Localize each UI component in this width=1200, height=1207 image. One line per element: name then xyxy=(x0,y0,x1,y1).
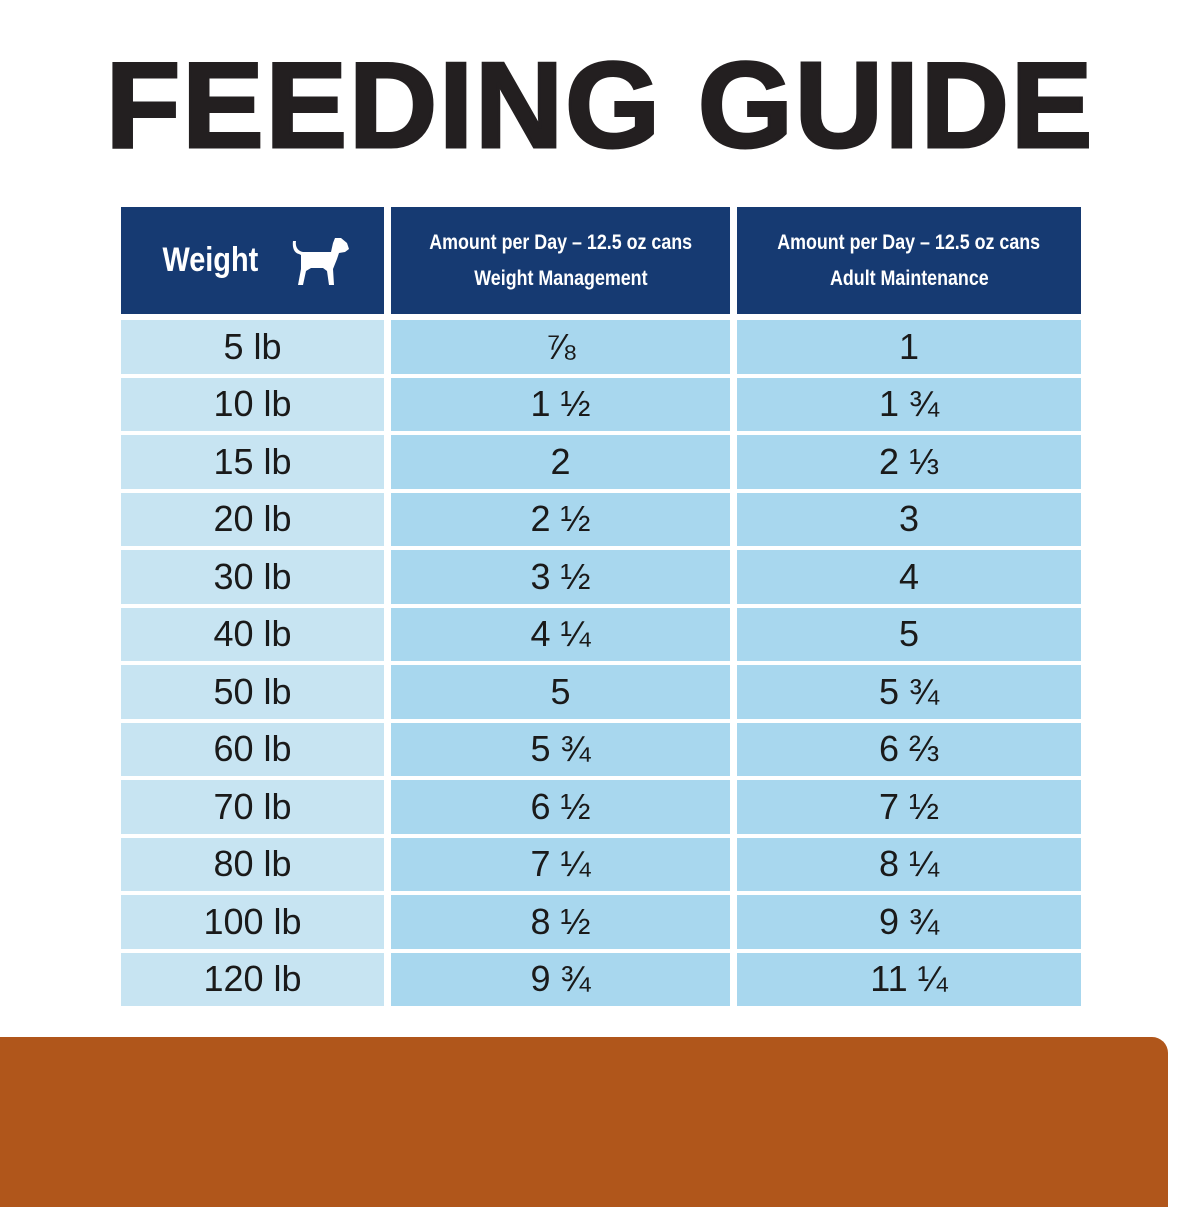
feeding-table: Weight Amount per Day – 12.5 oz cans Wei… xyxy=(121,207,1081,1010)
header-weight-management: Amount per Day – 12.5 oz cans Weight Man… xyxy=(391,207,730,314)
weight-management-cell: 6 ½ xyxy=(391,780,730,834)
weight-management-cell: 5 xyxy=(391,665,730,719)
adult-maintenance-cell: 8 ¼ xyxy=(737,837,1081,891)
weight-cell: 40 lb xyxy=(121,607,384,661)
weight-cell: 80 lb xyxy=(121,837,384,891)
weight-cell: 10 lb xyxy=(121,377,384,431)
adult-maintenance-cell: 1 xyxy=(737,320,1081,374)
weight-cell: 30 lb xyxy=(121,550,384,604)
table-row: 50 lb 5 5 ¾ xyxy=(121,665,1081,719)
dog-icon xyxy=(292,237,349,285)
weight-management-cell: 2 ½ xyxy=(391,492,730,546)
weight-management-cell: 7 ¼ xyxy=(391,837,730,891)
header-col3-line2: Adult Maintenance xyxy=(829,266,989,290)
weight-cell: 70 lb xyxy=(121,780,384,834)
table-header: Weight Amount per Day – 12.5 oz cans Wei… xyxy=(121,207,1081,314)
adult-maintenance-cell: 6 ⅔ xyxy=(737,722,1081,776)
table-row: 15 lb 2 2 ⅓ xyxy=(121,435,1081,489)
weight-management-cell: 8 ½ xyxy=(391,895,730,949)
header-col2-line2: Weight Management xyxy=(473,266,648,290)
weight-management-cell: 2 xyxy=(391,435,730,489)
table-row: 120 lb 9 ¾ 11 ¼ xyxy=(121,952,1081,1006)
adult-maintenance-cell: 7 ½ xyxy=(737,780,1081,834)
weight-cell: 60 lb xyxy=(121,722,384,776)
weight-cell: 100 lb xyxy=(121,895,384,949)
weight-cell: 15 lb xyxy=(121,435,384,489)
page-title: FEEDING GUIDE xyxy=(104,37,1095,173)
adult-maintenance-cell: 5 ¾ xyxy=(737,665,1081,719)
adult-maintenance-cell: 5 xyxy=(737,607,1081,661)
header-adult-maintenance: Amount per Day – 12.5 oz cans Adult Main… xyxy=(737,207,1081,314)
table-row: 5 lb ⅞ 1 xyxy=(121,320,1081,374)
adult-maintenance-cell: 1 ¾ xyxy=(737,377,1081,431)
weight-cell: 50 lb xyxy=(121,665,384,719)
weight-management-cell: 1 ½ xyxy=(391,377,730,431)
header-col3-line1: Amount per Day – 12.5 oz cans xyxy=(777,230,1041,254)
weight-management-cell: 3 ½ xyxy=(391,550,730,604)
bottom-band xyxy=(0,1037,1168,1207)
adult-maintenance-cell: 3 xyxy=(737,492,1081,546)
header-col2-line1: Amount per Day – 12.5 oz cans xyxy=(429,230,692,254)
weight-management-cell: 4 ¼ xyxy=(391,607,730,661)
header-weight: Weight xyxy=(121,207,384,314)
adult-maintenance-cell: 11 ¼ xyxy=(737,952,1081,1006)
weight-cell: 5 lb xyxy=(121,320,384,374)
adult-maintenance-cell: 9 ¾ xyxy=(737,895,1081,949)
header-weight-label: Weight xyxy=(162,241,259,279)
weight-cell: 120 lb xyxy=(121,952,384,1006)
weight-management-cell: 5 ¾ xyxy=(391,722,730,776)
adult-maintenance-cell: 4 xyxy=(737,550,1081,604)
weight-cell: 20 lb xyxy=(121,492,384,546)
adult-maintenance-cell: 2 ⅓ xyxy=(737,435,1081,489)
weight-management-cell: ⅞ xyxy=(391,320,730,374)
weight-management-cell: 9 ¾ xyxy=(391,952,730,1006)
